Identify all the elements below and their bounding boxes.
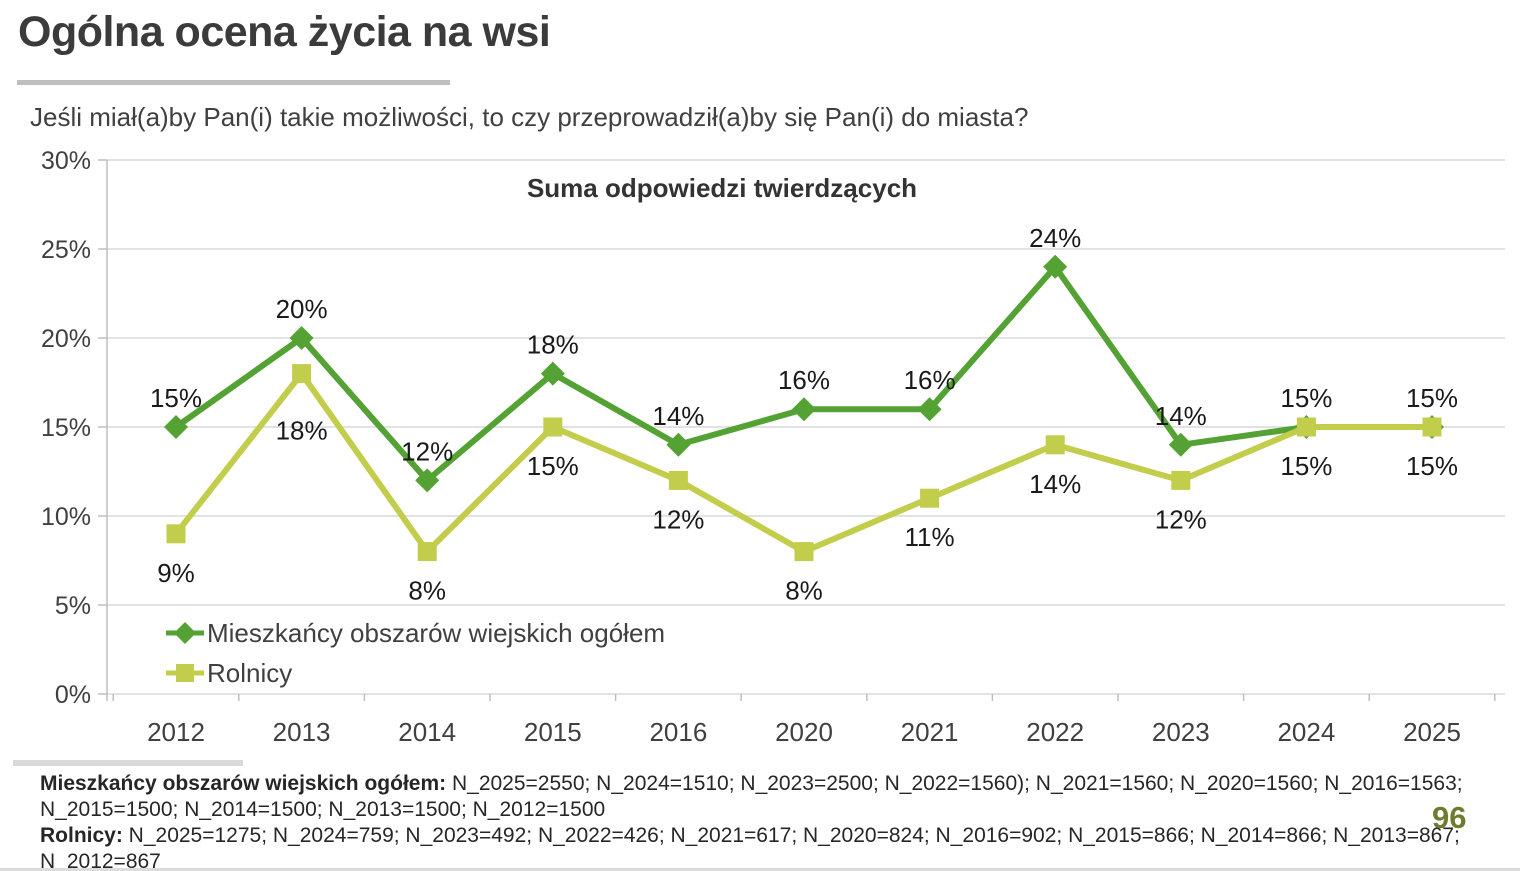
chart-title: Suma odpowiedzi twierdzących bbox=[527, 173, 917, 203]
data-label: 8% bbox=[408, 576, 446, 606]
data-point-marker bbox=[794, 542, 814, 562]
data-label: 15% bbox=[1406, 383, 1458, 413]
footer-divider bbox=[13, 760, 243, 766]
data-label: 15% bbox=[1406, 451, 1458, 481]
data-point-marker bbox=[292, 364, 312, 384]
y-axis-label: 25% bbox=[41, 236, 91, 264]
data-point-marker bbox=[289, 326, 314, 350]
x-axis-label: 2023 bbox=[1152, 717, 1210, 747]
data-label: 8% bbox=[785, 576, 823, 606]
x-axis-label: 2020 bbox=[775, 717, 833, 747]
legend-marker bbox=[174, 622, 196, 644]
data-point-marker bbox=[417, 542, 437, 562]
legend-item: Rolnicy bbox=[166, 658, 292, 688]
data-label: 12% bbox=[401, 436, 453, 466]
footnote-line: Mieszkańcy obszarów wiejskich ogółem: N_… bbox=[40, 771, 1520, 797]
y-axis-label: 5% bbox=[55, 592, 91, 620]
x-axis-label: 2022 bbox=[1026, 717, 1084, 747]
x-axis-label: 2014 bbox=[398, 717, 456, 747]
x-axis-label: 2015 bbox=[524, 717, 582, 747]
x-axis-label: 2024 bbox=[1277, 717, 1335, 747]
data-point-marker bbox=[668, 470, 688, 490]
data-label: 12% bbox=[1155, 504, 1207, 534]
page-number: 96 bbox=[1432, 800, 1467, 835]
data-label: 20% bbox=[276, 294, 328, 324]
legend-marker bbox=[176, 664, 194, 682]
legend-label: Rolnicy bbox=[207, 658, 292, 688]
data-label: 9% bbox=[157, 558, 195, 588]
data-point-marker bbox=[1168, 432, 1193, 457]
legend-item: Mieszkańcy obszarów wiejskich ogółem bbox=[166, 618, 665, 648]
y-axis-label: 10% bbox=[41, 503, 91, 531]
y-axis-label: 15% bbox=[41, 414, 91, 442]
footnote-text: N_2015=1500; N_2014=1500; N_2013=1500; N… bbox=[40, 798, 606, 821]
x-axis-label: 2013 bbox=[273, 717, 331, 747]
data-point-marker bbox=[164, 415, 188, 439]
data-point-marker bbox=[917, 397, 942, 422]
data-label: 11% bbox=[905, 522, 955, 552]
footnote-line: N_2015=1500; N_2014=1500; N_2013=1500; N… bbox=[40, 797, 1520, 823]
data-point-marker bbox=[1422, 417, 1442, 437]
data-label: 12% bbox=[652, 504, 704, 534]
data-point-marker bbox=[1043, 254, 1068, 279]
x-axis-label: 2025 bbox=[1403, 717, 1461, 747]
title-underline bbox=[17, 80, 450, 85]
data-label: 14% bbox=[652, 401, 704, 431]
data-point-marker bbox=[1171, 470, 1191, 490]
legend-label: Mieszkańcy obszarów wiejskich ogółem bbox=[207, 618, 665, 648]
footnote-text: N_2025=1275; N_2024=759; N_2023=492; N_2… bbox=[40, 824, 1460, 871]
data-label: 16% bbox=[778, 365, 830, 395]
page-title: Ogólna ocena życia na wsi bbox=[18, 8, 551, 56]
bottom-hairline bbox=[0, 868, 1520, 871]
x-axis-label: 2012 bbox=[147, 717, 205, 747]
data-point-marker bbox=[166, 524, 186, 544]
x-axis-label: 2021 bbox=[901, 717, 959, 747]
data-label: 24% bbox=[1029, 223, 1081, 253]
footnote-lead: Rolnicy: bbox=[40, 824, 123, 847]
data-label: 15% bbox=[1280, 383, 1332, 413]
footnotes: Mieszkańcy obszarów wiejskich ogółem: N_… bbox=[40, 771, 1520, 871]
data-point-marker bbox=[543, 417, 563, 437]
survey-question: Jeśli miał(a)by Pan(i) takie możliwości,… bbox=[30, 102, 1029, 132]
data-label: 15% bbox=[1280, 451, 1332, 481]
footnote-text: N_2025=2550; N_2024=1510; N_2023=2500; N… bbox=[446, 772, 1463, 795]
data-label: 16% bbox=[904, 365, 956, 395]
data-label: 15% bbox=[150, 383, 202, 413]
data-point-marker bbox=[666, 432, 691, 457]
data-label: 15% bbox=[527, 451, 579, 481]
data-point-marker bbox=[1045, 435, 1065, 455]
data-point-marker bbox=[920, 488, 940, 508]
data-point-marker bbox=[792, 397, 816, 422]
data-point-marker bbox=[1296, 417, 1316, 437]
data-label: 18% bbox=[276, 416, 328, 446]
footnote-lead: Mieszkańcy obszarów wiejskich ogółem: bbox=[40, 772, 447, 795]
footnote-line: Rolnicy: N_2025=1275; N_2024=759; N_2023… bbox=[40, 823, 1520, 871]
data-point-marker bbox=[540, 361, 565, 386]
data-point-marker bbox=[415, 468, 440, 493]
y-axis-label: 20% bbox=[41, 325, 91, 353]
data-label: 18% bbox=[527, 330, 579, 360]
x-axis-label: 2016 bbox=[649, 717, 707, 747]
data-label: 14% bbox=[1029, 469, 1081, 499]
y-axis-label: 30% bbox=[41, 147, 91, 175]
y-axis-label: 0% bbox=[55, 681, 91, 709]
data-label: 14% bbox=[1155, 401, 1207, 431]
